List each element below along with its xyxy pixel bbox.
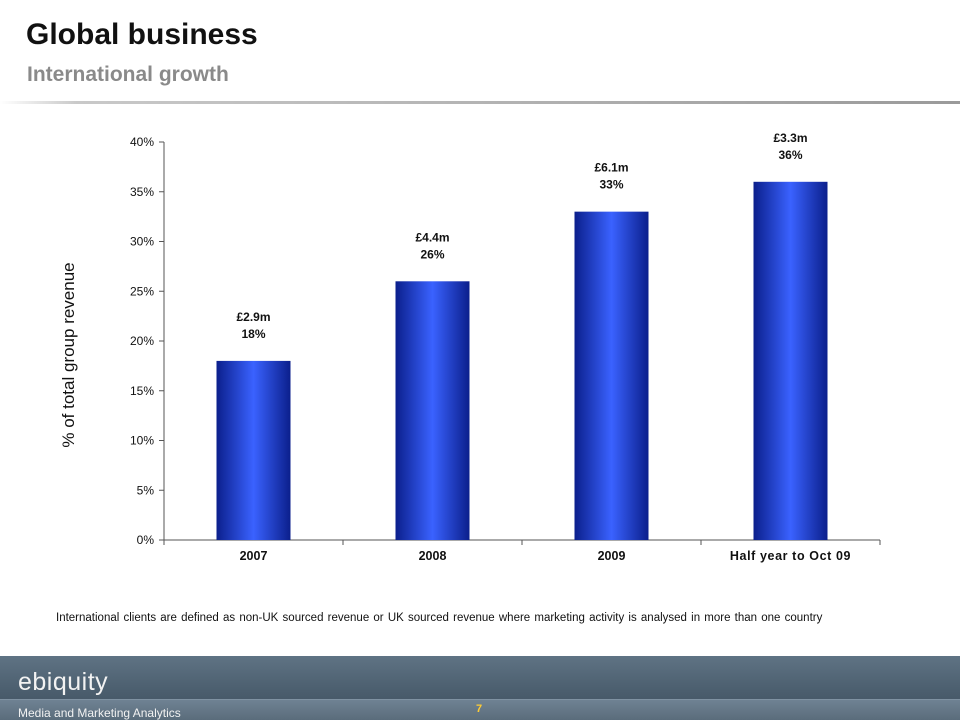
x-tick-label: 2007 xyxy=(240,549,268,563)
y-axis-title: % of total group revenue xyxy=(59,262,78,447)
x-tick-label: 2008 xyxy=(419,549,447,563)
data-label-amount: £3.3m xyxy=(773,131,807,145)
data-label-amount: £2.9m xyxy=(236,310,270,324)
footnote: International clients are defined as non… xyxy=(56,612,823,624)
data-label-amount: £6.1m xyxy=(594,161,628,175)
y-tick-label: 25% xyxy=(130,284,154,298)
slide-title: Global business xyxy=(26,18,258,51)
company-tagline: Media and Marketing Analytics xyxy=(18,706,181,720)
bar-series xyxy=(216,181,828,541)
x-axis: 2007 2008 2009 Half year to Oct 09 xyxy=(163,539,881,563)
slide-subtitle: International growth xyxy=(27,63,229,86)
y-tick-label: 10% xyxy=(130,434,154,448)
y-tick-label: 40% xyxy=(130,135,154,149)
footer-band xyxy=(0,699,960,720)
y-tick-label: 5% xyxy=(137,483,155,497)
revenue-bar-chart: 0% 5% 10% 15% 20% 25% 30% 35% 40% 2007 2008 2009 Ha… xyxy=(59,131,881,563)
data-label-percent: 26% xyxy=(420,247,444,261)
x-tick-label: 2009 xyxy=(598,549,626,563)
y-tick-label: 35% xyxy=(130,185,154,199)
bar xyxy=(216,360,291,540)
y-axis: 0% 5% 10% 15% 20% 25% 30% 35% 40% xyxy=(130,135,165,547)
bar xyxy=(574,211,649,540)
footer-bar: ebiquity Media and Marketing Analytics 7 xyxy=(0,656,960,720)
y-tick-label: 20% xyxy=(130,334,154,348)
y-tick-label: 0% xyxy=(137,533,155,547)
data-label-percent: 36% xyxy=(778,148,802,162)
bar xyxy=(395,281,470,540)
data-label-percent: 18% xyxy=(241,327,265,341)
data-label-percent: 33% xyxy=(599,178,623,192)
data-labels: £2.9m 18% £4.4m 26% £6.1m 33% £3.3m 36% xyxy=(236,131,807,341)
title-divider xyxy=(0,101,960,104)
ebiquity-logo: ebiquity xyxy=(18,668,109,696)
page-number: 7 xyxy=(476,703,483,715)
data-label-amount: £4.4m xyxy=(415,230,449,244)
x-tick-label: Half year to Oct 09 xyxy=(730,549,851,563)
y-tick-label: 15% xyxy=(130,384,154,398)
bar xyxy=(753,181,828,541)
y-tick-label: 30% xyxy=(130,235,154,249)
